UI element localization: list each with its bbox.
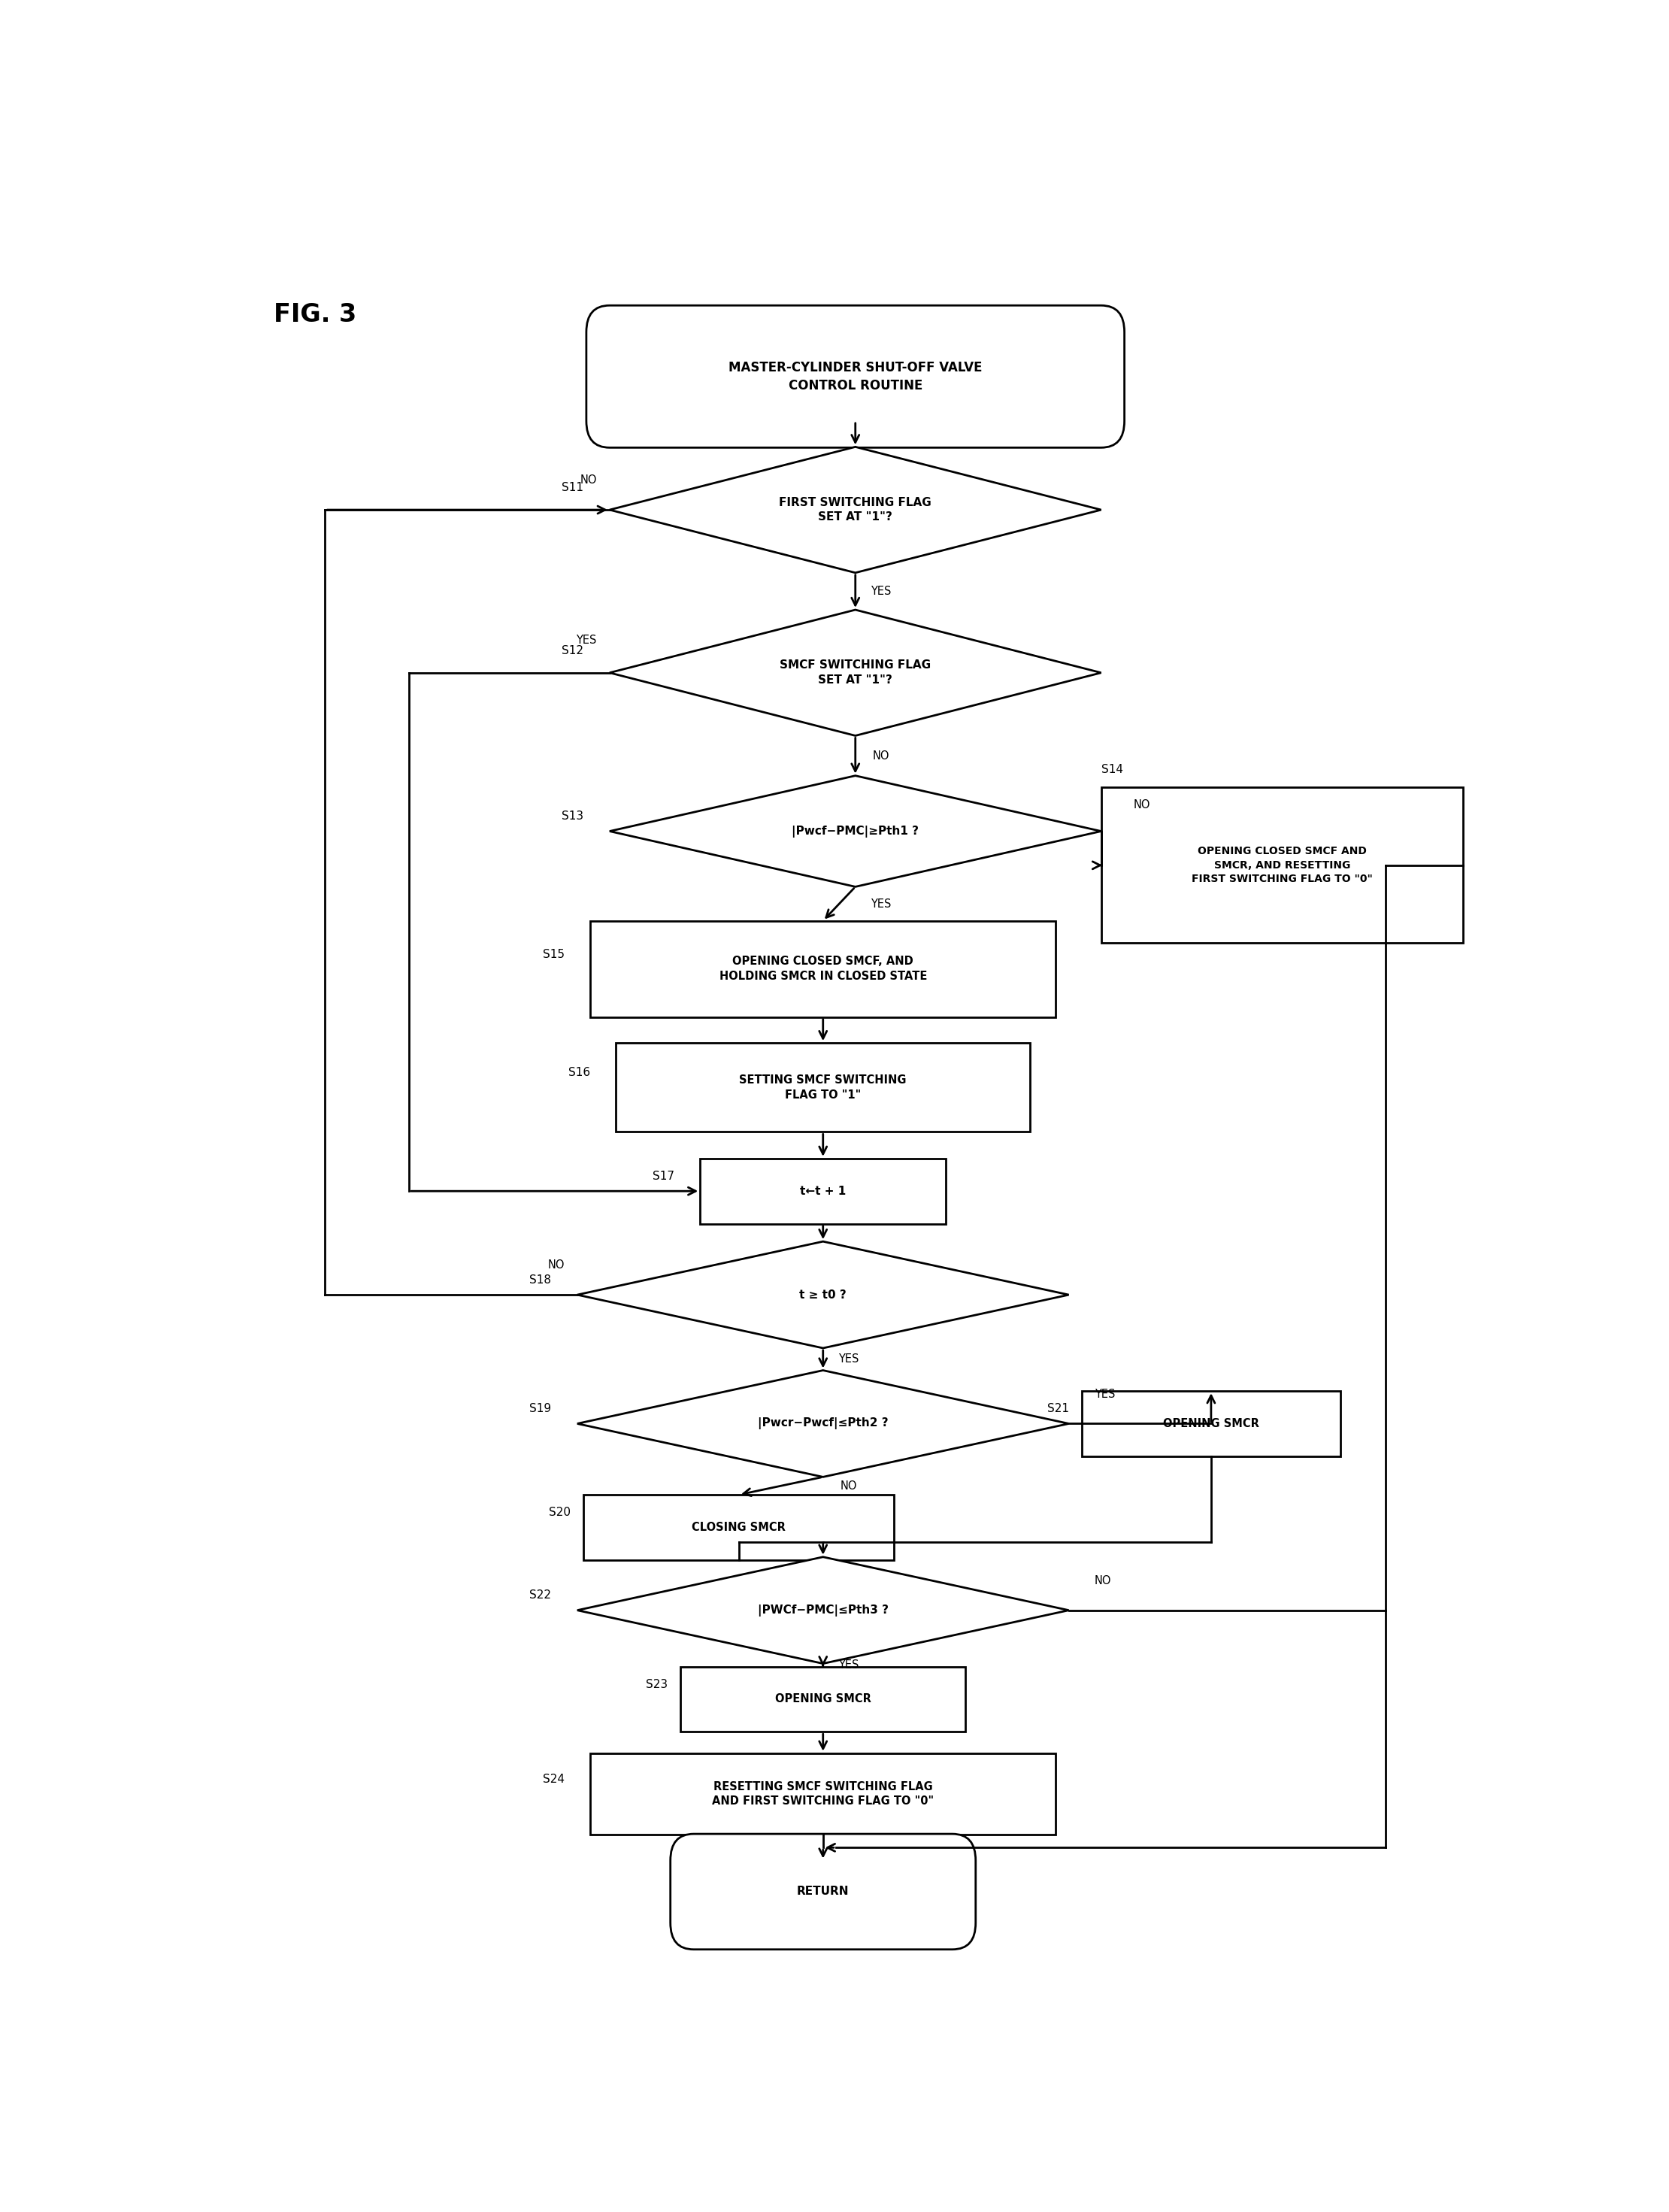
- Polygon shape: [577, 1241, 1068, 1347]
- Text: YES: YES: [1095, 1389, 1115, 1400]
- Text: OPENING SMCR: OPENING SMCR: [774, 1694, 871, 1705]
- Text: YES: YES: [838, 1354, 860, 1365]
- Text: S17: S17: [653, 1170, 674, 1181]
- Text: SETTING SMCF SWITCHING
FLAG TO "1": SETTING SMCF SWITCHING FLAG TO "1": [739, 1075, 906, 1102]
- Text: |Pwcf−PMC|≥Pth1 ?: |Pwcf−PMC|≥Pth1 ?: [791, 825, 920, 836]
- Text: S14: S14: [1102, 763, 1123, 776]
- Text: S11: S11: [562, 482, 584, 493]
- Text: NO: NO: [1133, 799, 1150, 810]
- Text: OPENING CLOSED SMCF AND
SMCR, AND RESETTING
FIRST SWITCHING FLAG TO "0": OPENING CLOSED SMCF AND SMCR, AND RESETT…: [1192, 847, 1374, 885]
- Text: t←t + 1: t←t + 1: [799, 1186, 846, 1197]
- Text: NO: NO: [547, 1259, 564, 1272]
- Text: |PWCf−PMC|≤Pth3 ?: |PWCf−PMC|≤Pth3 ?: [758, 1604, 888, 1617]
- Text: S23: S23: [646, 1679, 668, 1690]
- Text: S21: S21: [1046, 1402, 1068, 1413]
- Text: OPENING CLOSED SMCF, AND
HOLDING SMCR IN CLOSED STATE: OPENING CLOSED SMCF, AND HOLDING SMCR IN…: [719, 956, 926, 982]
- Text: NO: NO: [873, 750, 890, 761]
- Text: YES: YES: [871, 898, 891, 909]
- Text: FIRST SWITCHING FLAG
SET AT "1"?: FIRST SWITCHING FLAG SET AT "1"?: [779, 498, 931, 522]
- Text: S12: S12: [562, 646, 584, 657]
- Text: FIG. 3: FIG. 3: [274, 303, 355, 327]
- Text: CLOSING SMCR: CLOSING SMCR: [693, 1522, 786, 1533]
- FancyBboxPatch shape: [586, 305, 1125, 447]
- Bar: [584, 1495, 895, 1559]
- Text: S19: S19: [529, 1402, 551, 1413]
- Bar: [616, 1044, 1030, 1133]
- Text: NO: NO: [1095, 1575, 1112, 1586]
- Text: S20: S20: [549, 1506, 571, 1517]
- Polygon shape: [577, 1369, 1068, 1478]
- Text: |Pwcr−Pwcf|≤Pth2 ?: |Pwcr−Pwcf|≤Pth2 ?: [758, 1418, 888, 1429]
- Bar: [591, 1754, 1056, 1834]
- Text: S13: S13: [562, 812, 584, 823]
- Text: S24: S24: [542, 1774, 564, 1785]
- FancyBboxPatch shape: [671, 1834, 976, 1949]
- Text: NO: NO: [579, 476, 598, 487]
- Bar: [591, 920, 1056, 1018]
- Bar: [701, 1159, 946, 1223]
- Text: YES: YES: [576, 635, 598, 646]
- Polygon shape: [609, 447, 1102, 573]
- Text: S18: S18: [529, 1274, 551, 1285]
- Text: t ≥ t0 ?: t ≥ t0 ?: [799, 1290, 846, 1301]
- Text: RESETTING SMCF SWITCHING FLAG
AND FIRST SWITCHING FLAG TO "0": RESETTING SMCF SWITCHING FLAG AND FIRST …: [713, 1781, 935, 1807]
- Bar: [1102, 787, 1464, 942]
- Text: MASTER-CYLINDER SHUT-OFF VALVE
CONTROL ROUTINE: MASTER-CYLINDER SHUT-OFF VALVE CONTROL R…: [728, 361, 983, 392]
- Polygon shape: [609, 776, 1102, 887]
- Text: S16: S16: [569, 1066, 591, 1077]
- Text: RETURN: RETURN: [796, 1887, 850, 1898]
- Text: YES: YES: [871, 586, 891, 597]
- Text: OPENING SMCR: OPENING SMCR: [1163, 1418, 1258, 1429]
- Text: S15: S15: [542, 949, 564, 960]
- Polygon shape: [577, 1557, 1068, 1663]
- Text: S22: S22: [529, 1590, 551, 1601]
- Text: YES: YES: [838, 1659, 860, 1670]
- Text: NO: NO: [841, 1480, 858, 1491]
- Text: SMCF SWITCHING FLAG
SET AT "1"?: SMCF SWITCHING FLAG SET AT "1"?: [779, 659, 931, 686]
- Polygon shape: [609, 611, 1102, 737]
- Bar: [1082, 1391, 1340, 1455]
- Bar: [681, 1666, 965, 1732]
